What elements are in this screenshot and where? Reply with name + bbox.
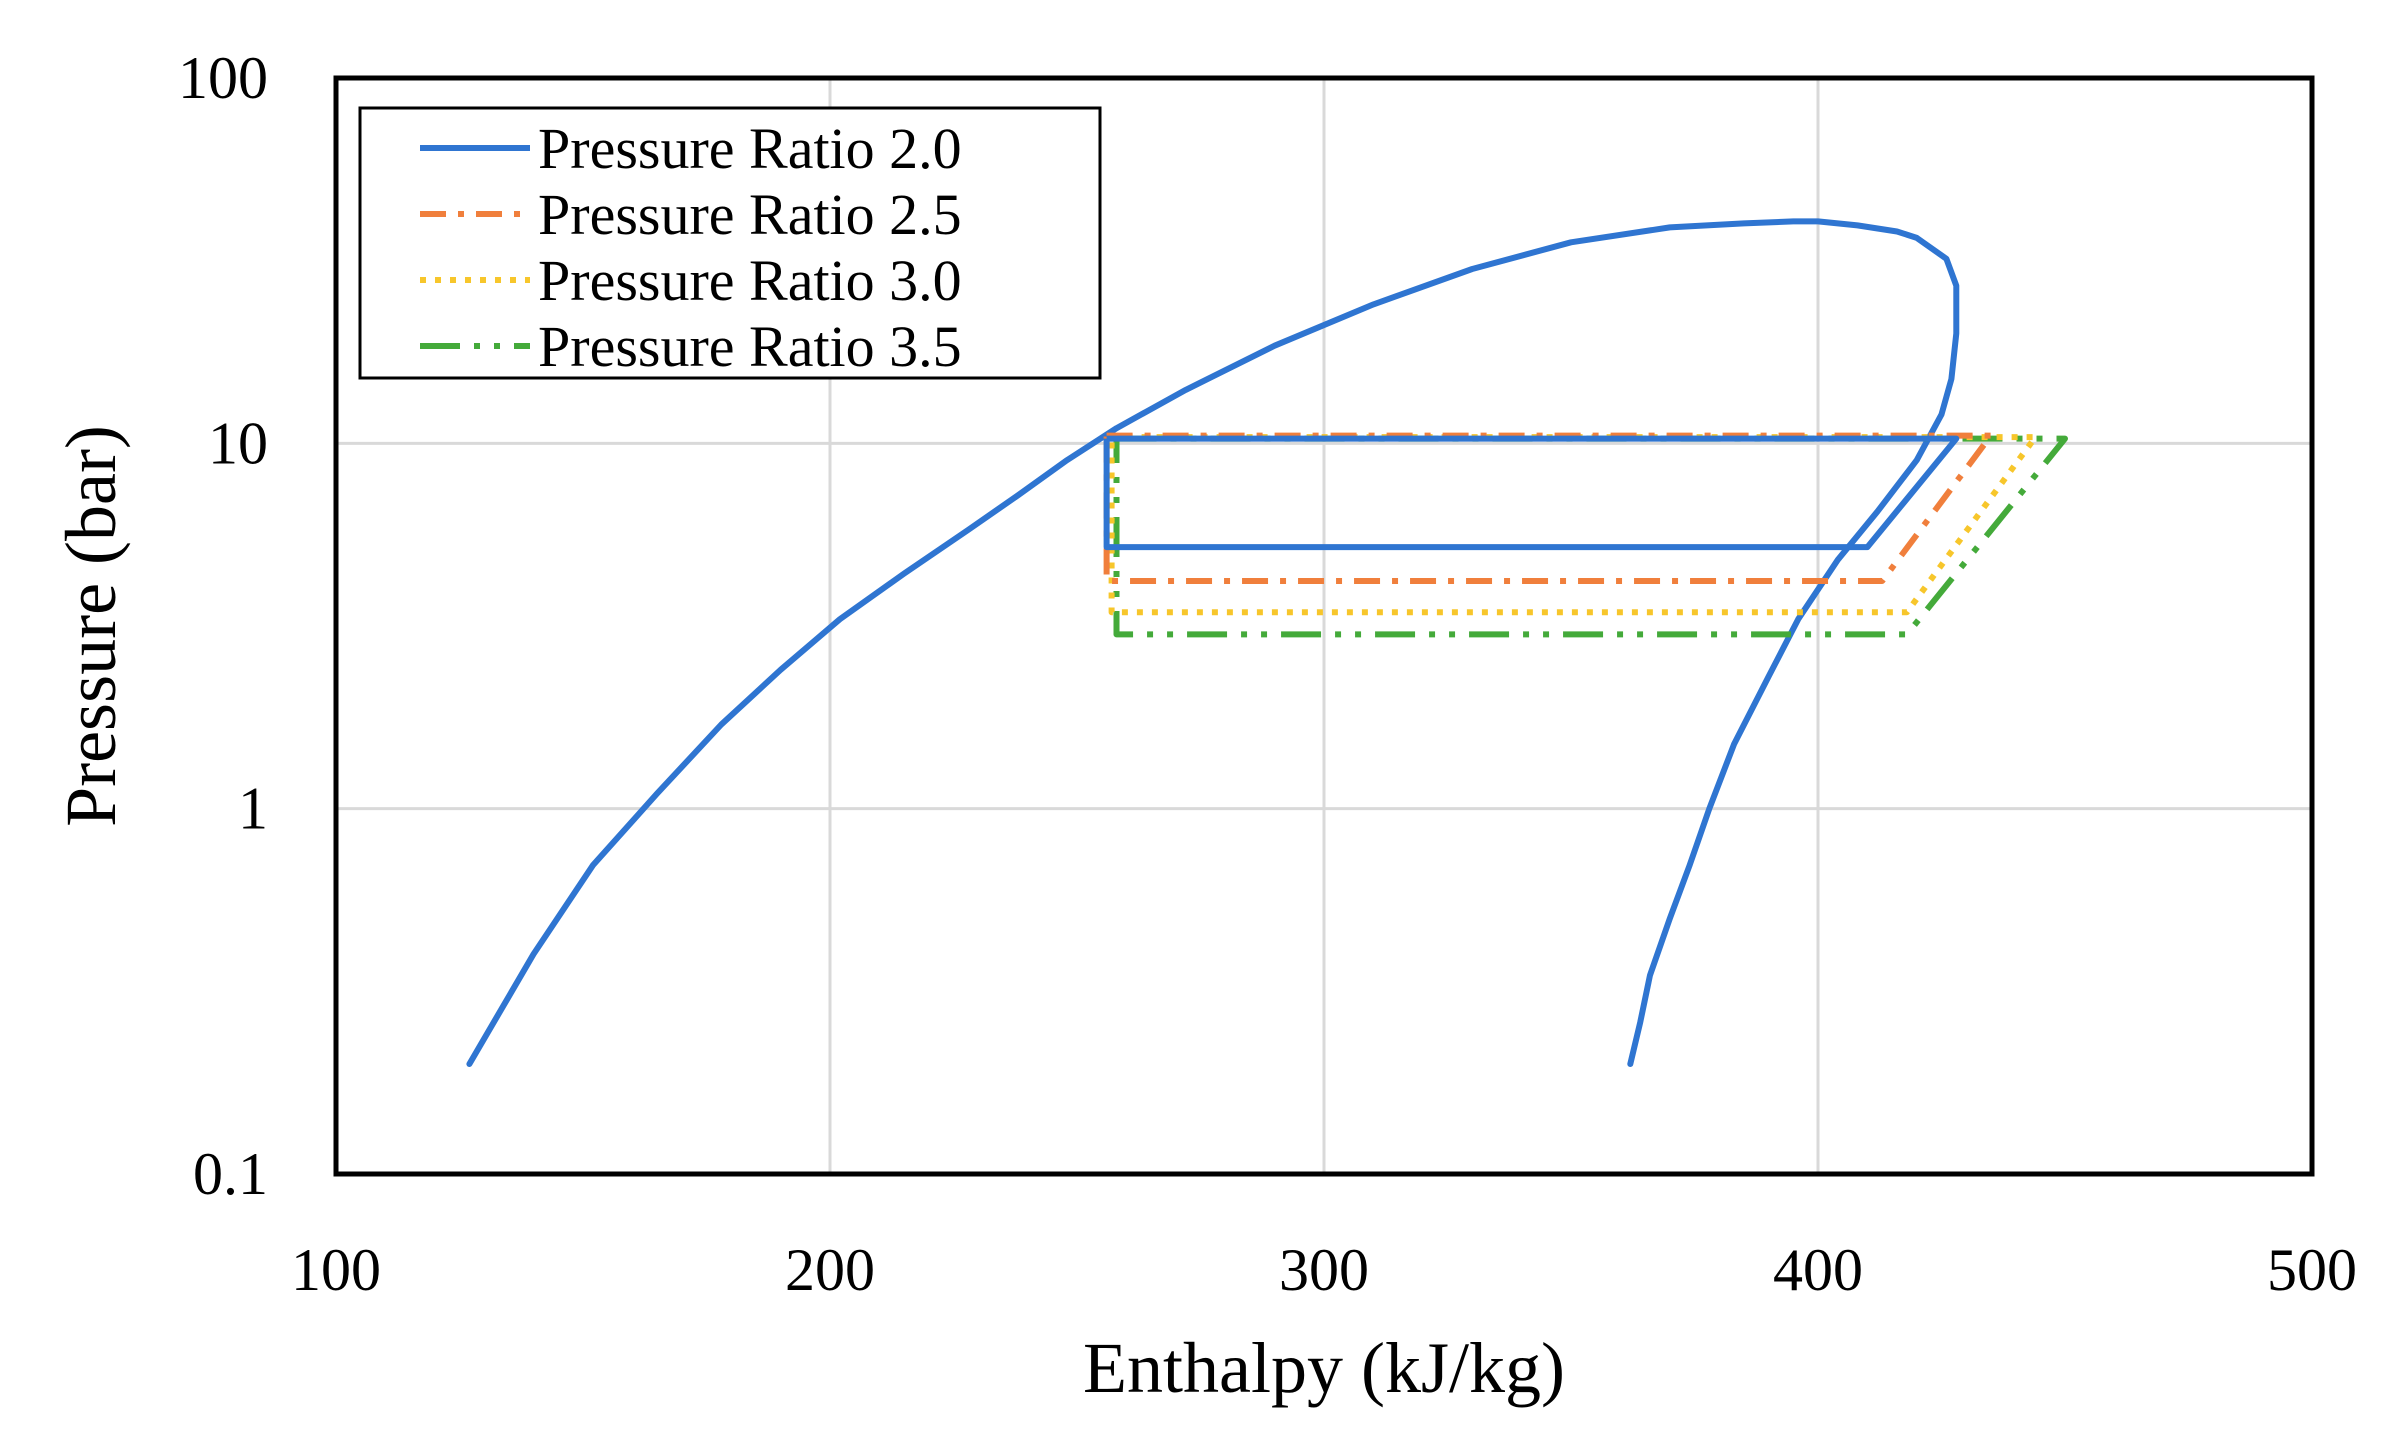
y-axis-title: Pressure (bar)	[51, 425, 131, 827]
x-tick-label-100: 100	[291, 1237, 381, 1303]
plot-area-frame	[333, 75, 2315, 1177]
saturation-dome-layer	[466, 218, 1960, 1067]
series-line-pressure-ratio-1	[1103, 435, 1960, 551]
legend-label-4: Pressure Ratio 3.5	[538, 314, 962, 379]
y-tick-label-1: 1	[238, 776, 268, 842]
legend-label-2: Pressure Ratio 2.5	[538, 182, 962, 247]
x-tick-label-200: 200	[785, 1237, 875, 1303]
x-tick-label-400: 400	[1773, 1237, 1863, 1303]
x-tick-label-300: 300	[1279, 1237, 1369, 1303]
legend-box	[358, 106, 1102, 380]
series-layer	[1103, 432, 2068, 638]
legend-label-3: Pressure Ratio 3.0	[538, 248, 962, 313]
x-axis-ticks: 100 200 300 400 500	[291, 1237, 2357, 1303]
x-tick-label-500: 500	[2267, 1237, 2357, 1303]
y-tick-label-10: 10	[208, 410, 268, 476]
saturation-dome-line	[466, 218, 1960, 1067]
x-axis-title: Enthalpy (kJ/kg)	[1083, 1328, 1565, 1408]
y-tick-label-0.1: 0.1	[193, 1141, 268, 1207]
y-axis-ticks: 0.1 1 10 100	[178, 45, 268, 1207]
y-tick-label-100: 100	[178, 45, 268, 111]
legend-label-1: Pressure Ratio 2.0	[538, 116, 962, 181]
